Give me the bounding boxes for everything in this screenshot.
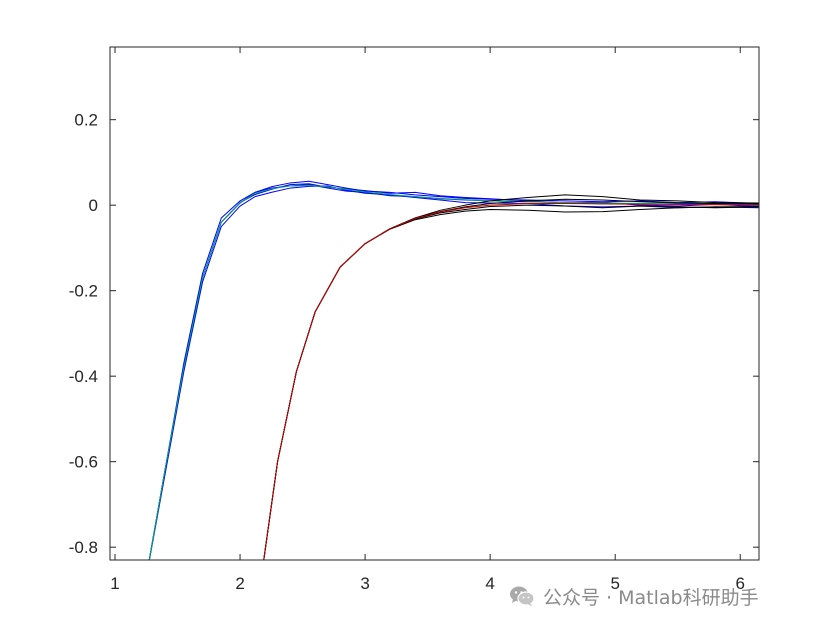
wechat-icon bbox=[510, 586, 535, 607]
series-line-4 bbox=[148, 183, 759, 560]
watermark-text: 公众号 · Matlab科研助手 bbox=[543, 586, 759, 609]
series-line-5 bbox=[148, 185, 759, 560]
series-line-10 bbox=[263, 202, 759, 560]
watermark: 公众号 · Matlab科研助手 bbox=[508, 582, 759, 610]
series-line-3 bbox=[148, 185, 759, 560]
y-tick-label: 0.2 bbox=[74, 111, 98, 130]
series-line-1 bbox=[148, 184, 759, 560]
x-tick-label: 1 bbox=[110, 574, 119, 593]
series-line-9 bbox=[263, 205, 759, 560]
x-tick-label: 4 bbox=[485, 574, 494, 593]
y-tick-label: -0.4 bbox=[69, 367, 98, 386]
series-line-2 bbox=[148, 180, 759, 560]
x-tick-label: 5 bbox=[610, 574, 619, 593]
series-line-8 bbox=[263, 194, 759, 560]
y-tick-label: -0.6 bbox=[69, 453, 98, 472]
axes-layer: 1 2 3 4 5 6 -0.8 -0.6 -0.4 -0.2 0 0.2 bbox=[69, 46, 760, 593]
series-line-7 bbox=[263, 204, 759, 560]
series-layer bbox=[148, 180, 759, 560]
x-tick-label: 3 bbox=[360, 574, 369, 593]
y-tick-label: -0.2 bbox=[69, 282, 98, 301]
y-tick-label: -0.8 bbox=[69, 538, 98, 557]
series-line-6 bbox=[263, 198, 759, 560]
plot-frame bbox=[109, 46, 760, 561]
y-tick-label: 0 bbox=[89, 196, 98, 215]
x-tick-label: 6 bbox=[736, 574, 745, 593]
x-tick-label: 2 bbox=[235, 574, 244, 593]
